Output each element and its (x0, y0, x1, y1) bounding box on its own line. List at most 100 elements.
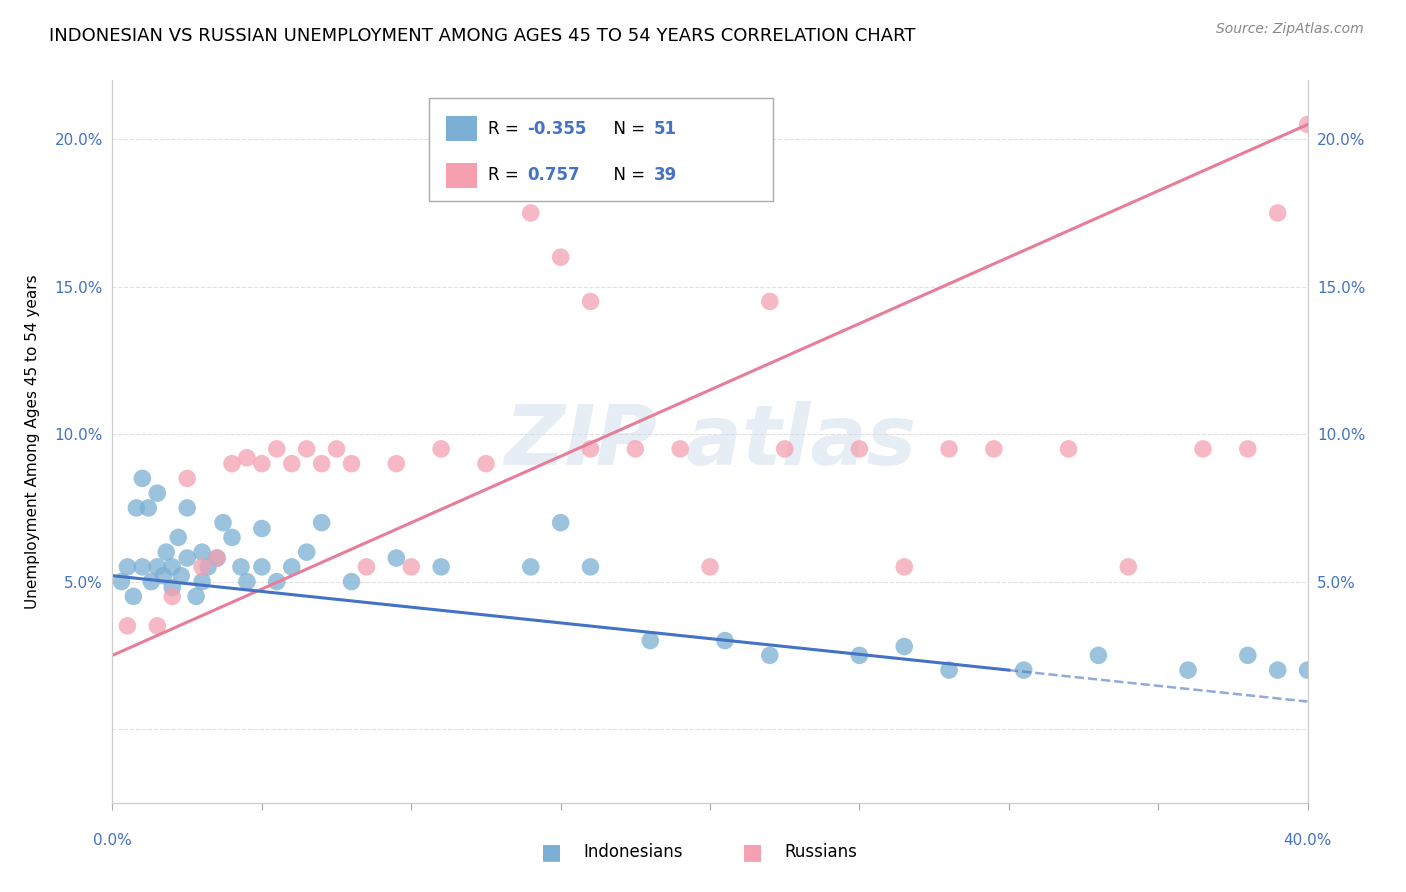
Point (893, 560, 915, 574)
Point (167, 530, 190, 544)
Text: ■: ■ (742, 842, 762, 862)
Text: N =: N = (603, 166, 651, 184)
Point (176, 500, 198, 515)
Point (221, 457, 243, 471)
Point (1192, 442, 1215, 456)
Point (430, 560, 453, 574)
Point (1057, 442, 1080, 456)
Point (1296, 663, 1319, 677)
Point (229, 560, 252, 574)
Point (162, 581, 183, 595)
Point (141, 574, 163, 589)
Point (197, 560, 219, 574)
Point (266, 574, 288, 589)
Point (1296, 118, 1319, 132)
Point (1087, 648, 1109, 663)
Point (430, 442, 453, 456)
Point (759, 648, 782, 663)
Point (146, 619, 169, 633)
Text: INDONESIAN VS RUSSIAN UNEMPLOYMENT AMONG AGES 45 TO 54 YEARS CORRELATION CHART: INDONESIAN VS RUSSIAN UNEMPLOYMENT AMONG… (49, 27, 915, 45)
Point (176, 471, 198, 485)
Point (117, 560, 139, 574)
Point (550, 516, 572, 530)
Point (550, 250, 572, 264)
Point (325, 442, 347, 456)
Point (250, 522, 273, 536)
Point (131, 560, 153, 574)
Text: R =: R = (488, 120, 524, 138)
Y-axis label: Unemployment Among Ages 45 to 54 years: Unemployment Among Ages 45 to 54 years (25, 274, 41, 609)
Text: R =: R = (488, 166, 524, 184)
Point (520, 560, 543, 574)
Point (340, 457, 363, 471)
Text: 0.0%: 0.0% (93, 833, 132, 848)
Text: Indonesians: Indonesians (583, 843, 683, 861)
Point (205, 551, 228, 566)
Point (162, 590, 183, 604)
Point (131, 471, 153, 485)
Text: 51: 51 (654, 120, 676, 138)
Point (212, 516, 235, 530)
Point (773, 442, 796, 456)
Point (146, 560, 169, 574)
Point (356, 560, 378, 574)
Point (893, 640, 915, 654)
Point (162, 560, 183, 574)
Point (340, 574, 363, 589)
Point (311, 457, 333, 471)
Point (122, 590, 145, 604)
Point (640, 633, 662, 648)
Point (117, 619, 139, 633)
Point (579, 294, 602, 309)
Point (1267, 206, 1289, 220)
Point (1267, 663, 1289, 677)
Point (110, 574, 132, 589)
Point (155, 545, 177, 559)
Point (191, 545, 214, 559)
Point (401, 560, 423, 574)
Point (311, 516, 333, 530)
Point (520, 206, 543, 220)
Point (1012, 663, 1035, 677)
Point (1177, 663, 1199, 677)
Point (186, 590, 208, 604)
Point (236, 450, 259, 465)
Text: 39: 39 (654, 166, 678, 184)
Text: -0.355: -0.355 (527, 120, 586, 138)
Point (938, 442, 960, 456)
Text: N =: N = (603, 120, 651, 138)
Point (385, 551, 408, 566)
Point (205, 551, 228, 566)
Point (146, 486, 169, 500)
Point (170, 568, 193, 582)
Point (266, 442, 288, 456)
Point (281, 457, 304, 471)
Point (714, 633, 737, 648)
Point (669, 442, 692, 456)
Point (176, 551, 198, 566)
Point (295, 442, 318, 456)
Point (1118, 560, 1140, 574)
Text: 0.757: 0.757 (527, 166, 579, 184)
Point (759, 294, 782, 309)
Point (385, 457, 408, 471)
Point (1237, 648, 1260, 663)
Point (699, 560, 721, 574)
Point (250, 457, 273, 471)
Point (624, 442, 647, 456)
Point (125, 500, 148, 515)
Point (281, 560, 304, 574)
Point (221, 530, 243, 544)
Text: ZIP atlas: ZIP atlas (503, 401, 917, 482)
Point (138, 500, 160, 515)
Point (475, 457, 498, 471)
Text: Russians: Russians (785, 843, 858, 861)
Point (295, 545, 318, 559)
Point (579, 560, 602, 574)
Point (848, 442, 870, 456)
Point (250, 560, 273, 574)
Point (191, 560, 214, 574)
Text: Source: ZipAtlas.com: Source: ZipAtlas.com (1216, 22, 1364, 37)
Point (938, 663, 960, 677)
Point (579, 442, 602, 456)
